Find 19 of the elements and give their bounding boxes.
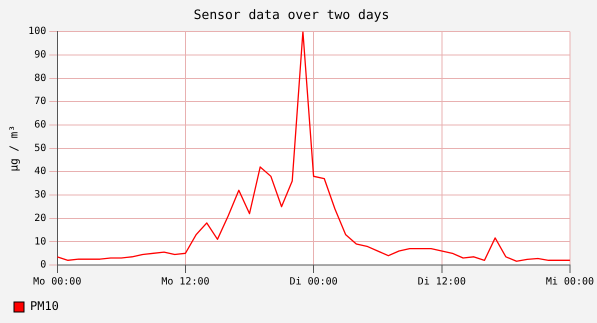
x-tick-label: Di 12:00 (418, 276, 466, 288)
y-tick-label: 0 (40, 260, 46, 271)
y-tick-label: 70 (34, 96, 46, 108)
y-axis-title: µg / m³ (7, 125, 20, 172)
legend-label: PM10 (30, 299, 59, 314)
chart-title: Sensor data over two days (194, 8, 390, 24)
y-tick-label: 80 (34, 72, 46, 84)
x-tick-label: Mo 12:00 (161, 276, 210, 288)
y-tick-label: 40 (34, 166, 46, 178)
y-tick-label: 90 (34, 50, 46, 61)
y-tick-label: 60 (34, 120, 46, 131)
x-tick-label: Mo 00:00 (33, 276, 82, 288)
x-tick-label: Di 00:00 (290, 276, 338, 288)
y-tick-label: 50 (34, 142, 46, 154)
y-tick-label: 10 (34, 236, 46, 248)
y-tick-label: 20 (34, 212, 46, 224)
y-tick-label: 100 (28, 26, 46, 38)
y-tick-label: 30 (34, 190, 46, 201)
x-tick-label: Mi 00:00 (546, 276, 594, 288)
